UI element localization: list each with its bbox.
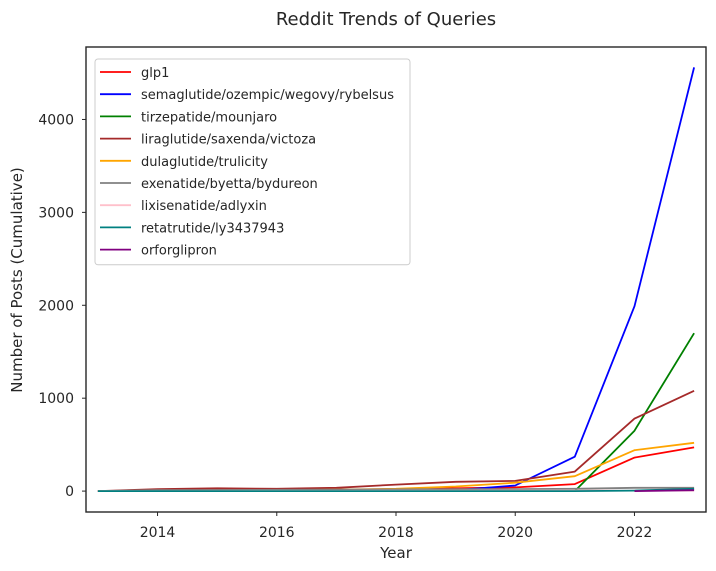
legend-label: semaglutide/ozempic/wegovy/rybelsus — [141, 88, 394, 103]
series-line-retatrutide — [97, 487, 695, 493]
legend-label: orforglipron — [141, 244, 217, 259]
legend-label: retatrutide/ly3437943 — [141, 221, 284, 236]
chart-title: Reddit Trends of Queries — [276, 9, 496, 30]
y-axis-label: Number of Posts (Cumulative) — [8, 167, 26, 393]
x-axis-ticks: 2014 2016 2018 2020 2022 — [140, 512, 653, 541]
legend-box — [94, 58, 411, 266]
y-tick-label: 1000 — [38, 391, 74, 407]
y-axis-ticks: 0 1000 2000 3000 4000 — [38, 112, 86, 500]
legend-label: exenatide/byetta/bydureon — [141, 177, 318, 192]
y-tick-label: 3000 — [38, 205, 74, 221]
legend-label: glp1 — [141, 66, 169, 81]
series-line-liraglutide — [97, 389, 695, 492]
x-tick-label: 2016 — [259, 525, 295, 541]
series-lines — [97, 67, 695, 493]
x-tick-label: 2022 — [617, 525, 653, 541]
x-tick-label: 2014 — [140, 525, 176, 541]
legend-label: tirzepatide/mounjaro — [141, 110, 277, 125]
legend-label: lixisenatide/adlyxin — [141, 199, 267, 214]
legend-label: dulaglutide/trulicity — [141, 155, 268, 170]
series-line-orforglipron — [634, 489, 695, 492]
legend: glp1 semaglutide/ozempic/wegovy/rybelsus t… — [94, 58, 411, 266]
legend-label: liraglutide/saxenda/victoza — [141, 133, 316, 148]
series-line-tirzepatide — [574, 332, 695, 492]
x-tick-label: 2020 — [497, 525, 533, 541]
y-tick-label: 0 — [65, 484, 74, 500]
x-axis-label: Year — [379, 544, 413, 562]
y-tick-label: 2000 — [38, 298, 74, 314]
x-tick-label: 2018 — [378, 525, 414, 541]
series-line-exenatide — [97, 486, 695, 492]
y-tick-label: 4000 — [38, 112, 74, 128]
